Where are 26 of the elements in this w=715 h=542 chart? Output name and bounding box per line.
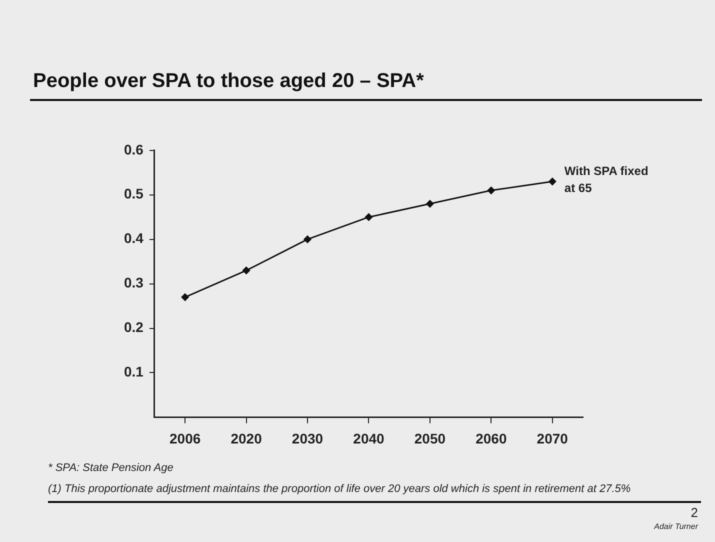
x-tick-label: 2030 <box>292 430 324 446</box>
point <box>548 178 556 186</box>
y-tick-label: 0.2 <box>124 319 144 336</box>
point <box>242 266 250 274</box>
text: Adair Turner <box>654 522 698 531</box>
text: 2 <box>690 505 698 520</box>
point <box>304 236 312 244</box>
x-tick-label: 2070 <box>536 430 568 446</box>
chart-title: People over SPA to those aged 20 – SPA* <box>33 70 424 93</box>
x-tick-label: 2040 <box>353 430 385 446</box>
y-tick-label: 0.4 <box>124 230 144 246</box>
y-tick-label: 0.3 <box>124 274 144 291</box>
point <box>426 200 434 208</box>
y-tick-label: 0.6 <box>124 141 144 158</box>
x-tick-label: 2060 <box>476 430 507 446</box>
x-tick-label: 2020 <box>230 430 262 446</box>
y-tick-label: 0.1 <box>124 364 144 380</box>
x-tick-label: 2050 <box>414 430 446 446</box>
text: (1) This proportionate adjustment maintains the proportion of life over 20 years old which is spent in retirement at 27.5% <box>48 483 631 495</box>
point <box>487 186 495 194</box>
point <box>364 213 372 221</box>
point <box>181 293 189 301</box>
y-tick-label: 0.5 <box>124 186 144 202</box>
x-tick-label: 2006 <box>169 430 201 446</box>
text: * SPA: State Pension Age <box>48 462 174 474</box>
series-label: With SPA fixed at 65 <box>564 164 648 195</box>
